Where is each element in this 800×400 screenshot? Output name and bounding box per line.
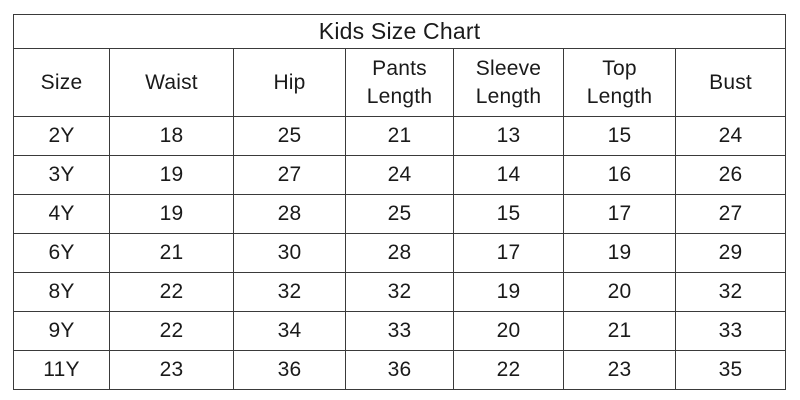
measurement-cell: 19 [453, 272, 564, 312]
measurement-cell: 19 [109, 155, 234, 195]
measurement-cell: 21 [109, 233, 234, 273]
table-row: 4Y 19 28 25 15 17 27 [13, 194, 787, 234]
measurement-cell: 25 [345, 194, 454, 234]
column-header-label: Sleeve Length [475, 56, 542, 108]
measurement-cell: 16 [563, 155, 676, 195]
measurement-cell: 14 [453, 155, 564, 195]
size-cell: 6Y [13, 233, 110, 273]
column-header-label: Pants Length [366, 56, 433, 108]
measurement-cell: 23 [563, 350, 676, 390]
table-row: 11Y 23 36 36 22 23 35 [13, 350, 787, 390]
measurement-cell: 13 [453, 116, 564, 156]
measurement-cell: 15 [563, 116, 676, 156]
measurement-cell: 27 [674, 194, 787, 234]
column-header-size: Size [13, 48, 110, 117]
column-header-pants-length: Pants Length [345, 48, 454, 117]
column-header-label: Bust [709, 70, 752, 94]
table-row: 9Y 22 34 33 20 21 33 [13, 311, 787, 351]
measurement-cell: 36 [233, 350, 346, 390]
size-cell: 8Y [13, 272, 110, 312]
header-row: Size Waist Hip Pants Length Sleeve Lengt… [13, 48, 787, 117]
measurement-cell: 17 [453, 233, 564, 273]
measurement-cell: 19 [563, 233, 676, 273]
measurement-cell: 21 [563, 311, 676, 351]
column-header-sleeve-length: Sleeve Length [453, 48, 564, 117]
column-header-label: Waist [145, 70, 198, 94]
column-header-label: Hip [273, 70, 306, 94]
measurement-cell: 33 [674, 311, 787, 351]
column-header-hip: Hip [233, 48, 346, 117]
measurement-cell: 22 [453, 350, 564, 390]
column-header-label: Size [40, 70, 83, 94]
measurement-cell: 20 [453, 311, 564, 351]
measurement-cell: 28 [345, 233, 454, 273]
table-row: 6Y 21 30 28 17 19 29 [13, 233, 787, 273]
size-cell: 11Y [13, 350, 110, 390]
table-row: 3Y 19 27 24 14 16 26 [13, 155, 787, 195]
table-title: Kids Size Chart [12, 14, 787, 49]
size-cell: 2Y [13, 116, 110, 156]
measurement-cell: 33 [345, 311, 454, 351]
measurement-cell: 19 [109, 194, 234, 234]
measurement-cell: 32 [674, 272, 787, 312]
measurement-cell: 27 [233, 155, 346, 195]
size-cell: 9Y [13, 311, 110, 351]
measurement-cell: 28 [233, 194, 346, 234]
column-header-bust: Bust [674, 48, 787, 117]
measurement-cell: 26 [674, 155, 787, 195]
measurement-cell: 15 [453, 194, 564, 234]
measurement-cell: 24 [674, 116, 787, 156]
title-row: Kids Size Chart [12, 14, 787, 49]
measurement-cell: 17 [563, 194, 676, 234]
column-header-label: Top Length [586, 56, 653, 108]
column-header-top-length: Top Length [563, 48, 676, 117]
measurement-cell: 29 [674, 233, 787, 273]
measurement-cell: 25 [233, 116, 346, 156]
size-cell: 3Y [13, 155, 110, 195]
column-header-waist: Waist [109, 48, 234, 117]
measurement-cell: 36 [345, 350, 454, 390]
measurement-cell: 20 [563, 272, 676, 312]
table-row: 2Y 18 25 21 13 15 24 [13, 116, 787, 156]
measurement-cell: 22 [109, 311, 234, 351]
measurement-cell: 18 [109, 116, 234, 156]
measurement-cell: 30 [233, 233, 346, 273]
kids-size-chart-table: Kids Size Chart Size Waist Hip Pants Len… [12, 14, 787, 390]
measurement-cell: 21 [345, 116, 454, 156]
measurement-cell: 35 [674, 350, 787, 390]
measurement-cell: 23 [109, 350, 234, 390]
measurement-cell: 32 [345, 272, 454, 312]
measurement-cell: 34 [233, 311, 346, 351]
size-cell: 4Y [13, 194, 110, 234]
measurement-cell: 22 [109, 272, 234, 312]
measurement-cell: 32 [233, 272, 346, 312]
table-row: 8Y 22 32 32 19 20 32 [13, 272, 787, 312]
measurement-cell: 24 [345, 155, 454, 195]
